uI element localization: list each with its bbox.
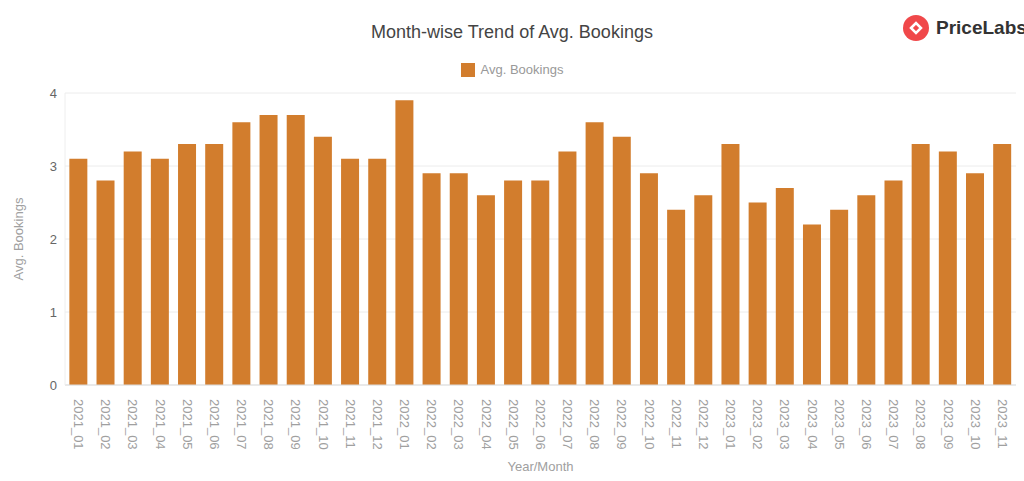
svg-text:2021_12: 2021_12 <box>370 399 385 450</box>
svg-text:1: 1 <box>50 305 57 320</box>
svg-text:2023_03: 2023_03 <box>777 399 792 450</box>
svg-text:2021_05: 2021_05 <box>180 399 195 450</box>
svg-text:2021_03: 2021_03 <box>125 399 140 450</box>
svg-text:2023_09: 2023_09 <box>941 399 956 450</box>
svg-text:3: 3 <box>50 159 57 174</box>
svg-text:4: 4 <box>50 86 57 101</box>
svg-text:2022_07: 2022_07 <box>560 399 575 450</box>
svg-text:2021_10: 2021_10 <box>316 399 331 450</box>
svg-text:2023_02: 2023_02 <box>750 399 765 450</box>
svg-text:2022_08: 2022_08 <box>587 399 602 450</box>
html-text:Avg. Bookings: Avg. Bookings <box>480 62 564 77</box>
html-text:Month-wise Trend of Avg. Booki: Month-wise Trend of Avg. Bookings <box>371 22 653 42</box>
svg-text:Avg. Bookings: Avg. Bookings <box>11 197 26 280</box>
svg-text:2023_11: 2023_11 <box>995 399 1010 449</box>
svg-text:2023_10: 2023_10 <box>968 399 983 450</box>
svg-text:2022_06: 2022_06 <box>533 399 548 450</box>
svg-text:2022_11: 2022_11 <box>669 399 684 449</box>
svg-text:2022_09: 2022_09 <box>614 399 629 450</box>
svg-text:Year/Month: Year/Month <box>507 459 573 474</box>
svg-text:0: 0 <box>50 378 57 393</box>
svg-text:2021_01: 2021_01 <box>71 399 86 450</box>
svg-text:2021_02: 2021_02 <box>98 399 113 450</box>
svg-text:2021_07: 2021_07 <box>234 399 249 450</box>
svg-text:2021_09: 2021_09 <box>288 399 303 450</box>
svg-text:2021_11: 2021_11 <box>343 399 358 449</box>
svg-text:2022_01: 2022_01 <box>397 399 412 450</box>
svg-text:2023_01: 2023_01 <box>723 399 738 450</box>
svg-text:2023_05: 2023_05 <box>832 399 847 450</box>
svg-text:2022_03: 2022_03 <box>451 399 466 450</box>
svg-text:2023_04: 2023_04 <box>805 399 820 450</box>
svg-text:2023_08: 2023_08 <box>913 399 928 450</box>
svg-text:2022_02: 2022_02 <box>424 399 439 450</box>
svg-text:2022_12: 2022_12 <box>696 399 711 450</box>
svg-text:2021_06: 2021_06 <box>207 399 222 450</box>
svg-text:2: 2 <box>50 232 57 247</box>
svg-text:2022_10: 2022_10 <box>642 399 657 450</box>
svg-text:2021_08: 2021_08 <box>261 399 276 450</box>
svg-text:2021_04: 2021_04 <box>153 399 168 450</box>
svg-text:2023_06: 2023_06 <box>859 399 874 450</box>
svg-text:2023_07: 2023_07 <box>886 399 901 450</box>
svg-text:2022_04: 2022_04 <box>479 399 494 450</box>
svg-text:2022_05: 2022_05 <box>506 399 521 450</box>
